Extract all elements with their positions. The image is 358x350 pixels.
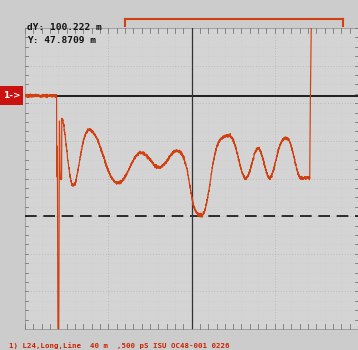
Text: 1->: 1-> [3,91,20,100]
Text: dY: 100.222 m: dY: 100.222 m [27,23,102,33]
Text: Y: 47.8709 m: Y: 47.8709 m [27,36,96,45]
Text: 1) L24,Long,Line  40 m  ,500 pS ISU OC48-001 0226: 1) L24,Long,Line 40 m ,500 pS ISU OC48-0… [9,342,229,349]
